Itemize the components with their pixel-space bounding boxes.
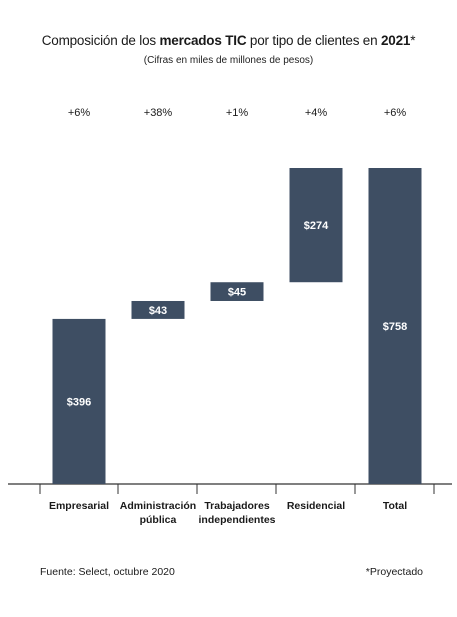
growth-label-0: +6% (68, 107, 91, 119)
bar-administraci-n-p-blica (131, 300, 185, 319)
category-label-3-0: Residencial (287, 500, 345, 512)
title-part-3: * (410, 33, 416, 48)
chart-title: Composición de los mercados TIC por tipo… (0, 33, 457, 48)
bar-empresarial (52, 318, 106, 484)
category-label-4-0: Total (383, 500, 407, 512)
value-label-2: $45 (228, 287, 246, 299)
title-part-2: por tipo de clientes en (246, 33, 381, 48)
category-label-1-0: Administración (120, 500, 196, 512)
source-note: Fuente: Select, octubre 2020 (40, 566, 175, 578)
value-label-4: $758 (383, 321, 407, 333)
category-label-0-0: Empresarial (49, 500, 109, 512)
growth-label-2: +1% (226, 107, 249, 119)
title-bold-1: mercados TIC (159, 33, 247, 48)
bar-total (368, 168, 422, 484)
category-label-1-1: pública (140, 514, 177, 526)
value-label-1: $43 (149, 305, 167, 317)
title-bold-2: 2021 (380, 33, 411, 48)
title-part-1: Composición de los (41, 33, 160, 48)
bar-residencial (289, 168, 343, 283)
chart-subtitle: (Cifras en miles de millones de pesos) (143, 55, 314, 66)
projection-note: *Proyectado (365, 566, 423, 578)
bar-trabajadores-independientes (210, 282, 264, 301)
category-label-2-1: independientes (198, 514, 275, 526)
value-label-3: $274 (304, 220, 329, 232)
growth-label-3: +4% (305, 107, 328, 119)
value-label-0: $396 (67, 396, 91, 408)
growth-label-4: +6% (384, 107, 407, 119)
category-label-2-0: Trabajadores (204, 500, 270, 512)
growth-label-1: +38% (144, 107, 173, 119)
